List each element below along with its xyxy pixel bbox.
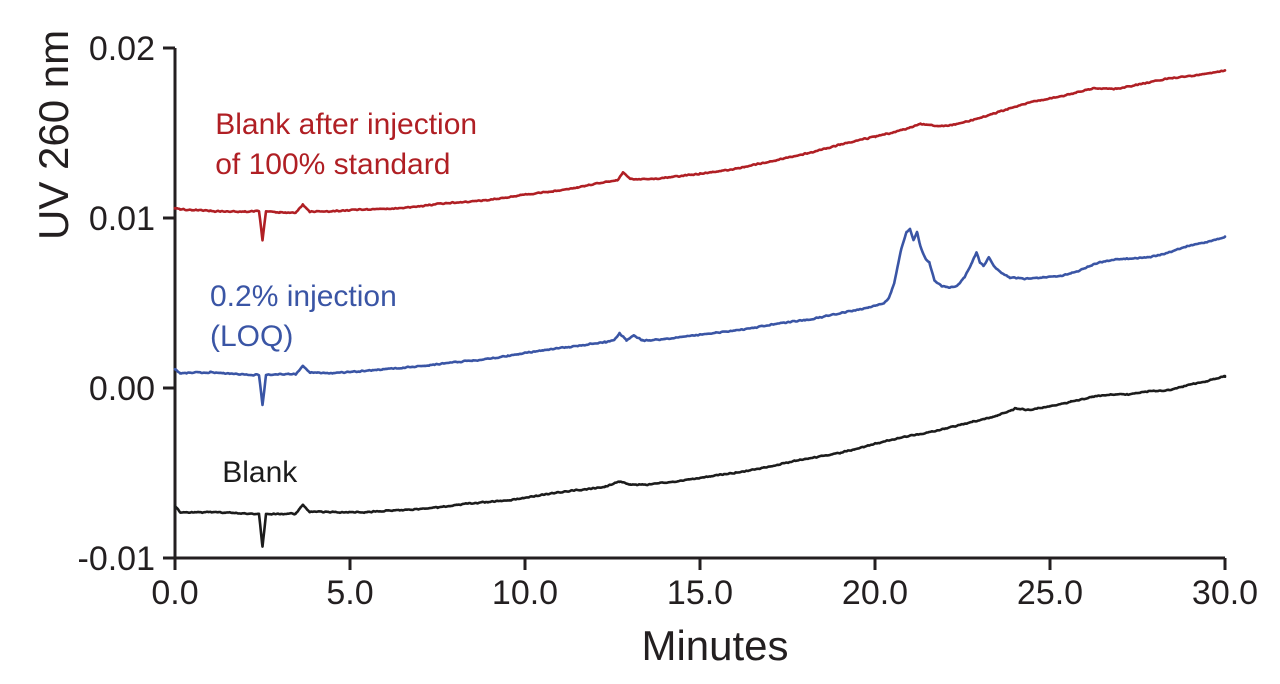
y-tick-label: 0.01 (89, 200, 155, 238)
x-tick-label: 30.0 (1192, 574, 1258, 612)
trace-blank (173, 374, 1227, 548)
x-tick-label: 20.0 (842, 574, 908, 612)
label-loq-injection: 0.2% injection (LOQ) (210, 279, 397, 353)
label-blank: Blank (222, 456, 298, 490)
trace-0-2-injection-loq (173, 227, 1227, 407)
x-tick-label: 15.0 (667, 574, 733, 612)
y-tick-label: -0.01 (78, 540, 156, 578)
x-tick-label: 10.0 (492, 574, 558, 612)
y-tick-label: 0.02 (89, 30, 155, 68)
y-axis-title: UV 260 nm (30, 29, 77, 240)
trace-blank-after-injection-of-100-standard (173, 69, 1227, 242)
label-blank-after-injection: Blank after injection of 100% standard (215, 107, 478, 181)
x-tick-label: 25.0 (1017, 574, 1083, 612)
x-tick-label: 0.0 (151, 574, 198, 612)
y-tick-label: 0.00 (89, 370, 155, 408)
x-tick-label: 5.0 (326, 574, 373, 612)
x-axis-title: Minutes (641, 622, 789, 669)
